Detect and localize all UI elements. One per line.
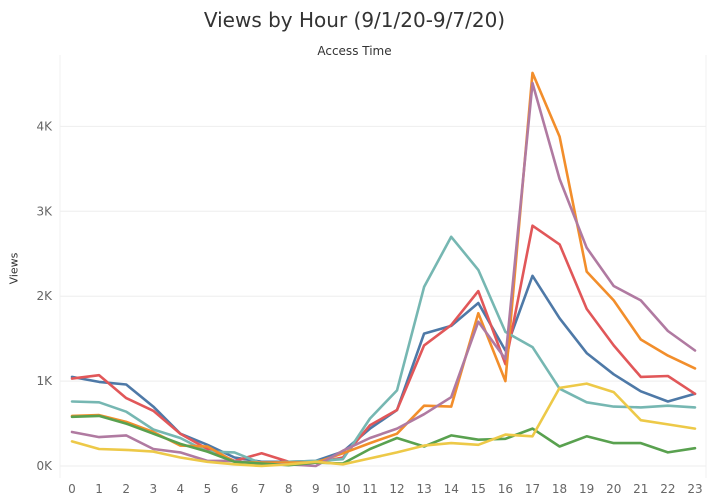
y-tick-label: 0K xyxy=(36,459,53,473)
x-tick-label: 1 xyxy=(95,482,103,496)
series-line-2 xyxy=(70,224,697,464)
x-tick-label: 21 xyxy=(633,482,648,496)
x-tick-label: 6 xyxy=(231,482,239,496)
x-tick-label: 18 xyxy=(552,482,567,496)
x-tick-label: 11 xyxy=(362,482,377,496)
x-tick-label: 8 xyxy=(285,482,293,496)
series-line-5 xyxy=(70,81,697,468)
y-axis-ticks: 0K 1K 2K 3K 4K xyxy=(36,119,53,473)
series-lines xyxy=(70,71,697,468)
x-axis-ticks: 0 1 2 3 4 5 6 7 8 9 10 11 12 13 14 15 16 17 18 19 20 21 22 23 xyxy=(68,482,702,496)
y-tick-label: 4K xyxy=(36,119,53,133)
x-tick-label: 10 xyxy=(335,482,350,496)
x-tick-label: 20 xyxy=(606,482,621,496)
x-tick-label: 23 xyxy=(687,482,702,496)
x-tick-label: 13 xyxy=(416,482,431,496)
x-tick-label: 3 xyxy=(149,482,157,496)
x-tick-label: 7 xyxy=(258,482,266,496)
chart-title: Views by Hour (9/1/20-9/7/20) xyxy=(203,8,506,32)
x-tick-label: 9 xyxy=(312,482,320,496)
x-tick-label: 22 xyxy=(660,482,675,496)
series-line-6 xyxy=(70,414,697,467)
series-line-7 xyxy=(70,382,697,468)
x-tick-label: 0 xyxy=(68,482,76,496)
chart-subtitle: Access Time xyxy=(317,44,392,58)
x-tick-label: 2 xyxy=(122,482,130,496)
x-tick-label: 15 xyxy=(471,482,486,496)
gridlines xyxy=(59,55,707,478)
x-tick-label: 19 xyxy=(579,482,594,496)
x-tick-label: 5 xyxy=(204,482,212,496)
y-tick-label: 3K xyxy=(36,204,53,218)
x-tick-label: 12 xyxy=(389,482,404,496)
y-tick-label: 1K xyxy=(36,374,53,388)
y-tick-label: 2K xyxy=(36,289,53,303)
x-tick-label: 16 xyxy=(498,482,513,496)
series-line-3 xyxy=(70,235,697,465)
x-tick-label: 17 xyxy=(525,482,540,496)
x-tick-label: 14 xyxy=(444,482,459,496)
x-tick-label: 4 xyxy=(177,482,185,496)
